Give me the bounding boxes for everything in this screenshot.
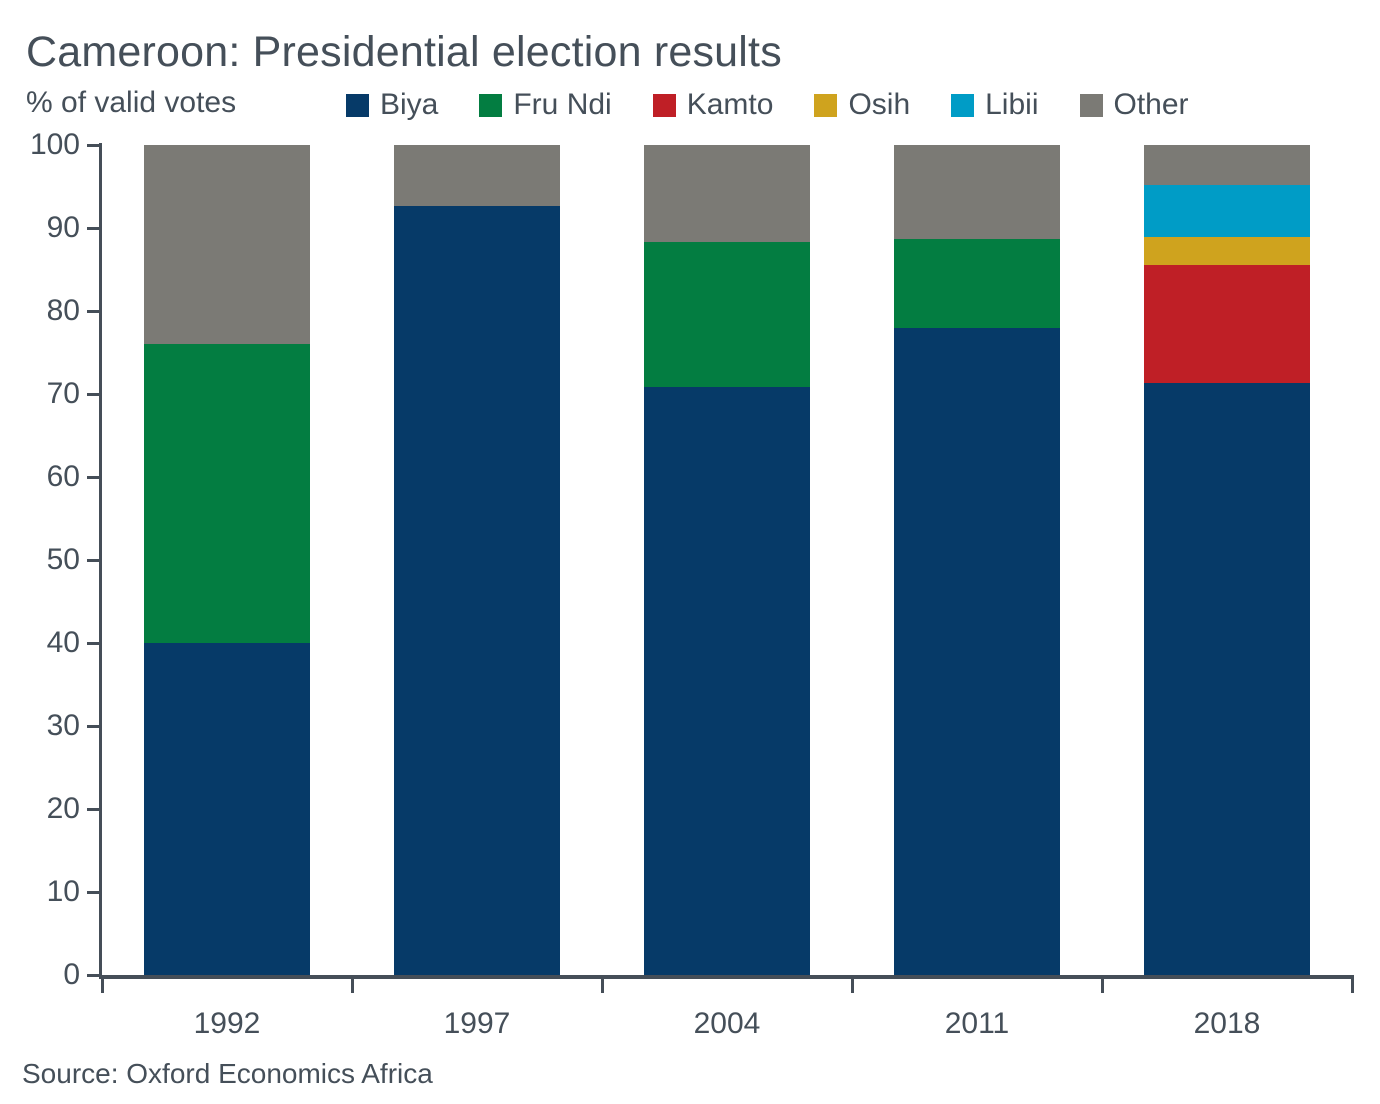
- legend-label-fru-ndi: Fru Ndi: [513, 88, 612, 121]
- legend-swatch-fru-ndi: [479, 93, 503, 117]
- legend-swatch-kamto: [652, 93, 676, 117]
- y-axis-label-20: 20: [46, 792, 80, 825]
- y-axis-tick-70: [87, 393, 102, 396]
- y-axis-tick-30: [87, 725, 102, 728]
- y-axis-tick-60: [87, 476, 102, 479]
- legend-swatch-osih: [814, 93, 838, 117]
- y-axis-label-80: 80: [46, 294, 80, 327]
- bar-2004-fru-ndi: [644, 242, 810, 387]
- y-axis-tick-0: [87, 974, 102, 977]
- legend-label-osih: Osih: [848, 88, 911, 121]
- y-axis-tick-80: [87, 310, 102, 313]
- chart-title: Cameroon: Presidential election results: [26, 28, 782, 76]
- legend-swatch-libii: [951, 93, 975, 117]
- x-axis-label-2004: 2004: [693, 1007, 761, 1040]
- y-axis-tick-100: [87, 144, 102, 147]
- y-axis-tick-90: [87, 227, 102, 230]
- x-axis-tick-2: [600, 975, 604, 993]
- bar-2011-biya: [894, 327, 1060, 975]
- legend-item-fru-ndi: Fru Ndi: [479, 88, 612, 121]
- legend-item-kamto: Kamto: [652, 88, 774, 121]
- x-axis-tick-1: [350, 975, 354, 993]
- y-axis-label-70: 70: [46, 377, 80, 410]
- legend-swatch-biya: [346, 93, 369, 117]
- y-axis-unit-label: % of valid votes: [26, 86, 237, 119]
- legend-label-kamto: Kamto: [686, 88, 774, 121]
- bar-1992-biya: [144, 643, 310, 975]
- bar-2011-fru-ndi: [894, 238, 1060, 328]
- y-axis-label-90: 90: [46, 211, 80, 244]
- x-axis-label-2018: 2018: [1193, 1007, 1261, 1040]
- y-axis-tick-40: [87, 642, 102, 645]
- y-axis-label-60: 60: [46, 460, 80, 493]
- bar-2018-libii: [1144, 184, 1310, 238]
- source-note: Source: Oxford Economics Africa: [22, 1058, 433, 1089]
- legend-item-other: Other: [1079, 88, 1189, 121]
- bar-2011-other: [894, 145, 1060, 239]
- y-axis-tick-50: [87, 559, 102, 562]
- y-axis-label-50: 50: [46, 543, 80, 576]
- y-axis-label-0: 0: [63, 958, 80, 991]
- legend-label-libii: Libii: [985, 88, 1039, 121]
- x-axis-tick-4: [1100, 975, 1104, 993]
- bar-2018-biya: [1144, 383, 1310, 975]
- bar-1992-other: [144, 145, 310, 345]
- bar-1997-biya: [394, 206, 560, 975]
- legend-item-libii: Libii: [951, 88, 1039, 121]
- bar-2004-biya: [644, 386, 810, 975]
- y-axis-tick-10: [87, 891, 102, 894]
- x-axis-line: [99, 975, 1354, 979]
- bar-1997-other: [394, 145, 560, 207]
- bar-2018-kamto: [1144, 265, 1310, 384]
- legend-swatch-other: [1079, 93, 1103, 117]
- y-axis-tick-20: [87, 808, 102, 811]
- y-axis-label-10: 10: [46, 875, 80, 908]
- legend-label-biya: Biya: [380, 88, 439, 121]
- x-axis-tick-0: [100, 975, 104, 993]
- y-axis-label-100: 100: [29, 128, 80, 161]
- bar-2004-other: [644, 145, 810, 243]
- x-axis-label-2011: 2011: [944, 1007, 1010, 1040]
- legend-label-other: Other: [1113, 88, 1189, 121]
- x-axis-tick-3: [850, 975, 854, 993]
- x-axis-label-1997: 1997: [443, 1007, 511, 1040]
- bar-2018-osih: [1144, 237, 1310, 266]
- bar-2018-other: [1144, 145, 1310, 185]
- x-axis-label-1992: 1992: [193, 1007, 261, 1040]
- y-axis-label-30: 30: [46, 709, 80, 742]
- y-axis-label-40: 40: [46, 626, 80, 659]
- x-axis-tick-5: [1350, 975, 1354, 993]
- chart-legend: Biya Fru Ndi Kamto Osih Libii Other: [346, 90, 1189, 120]
- bar-1992-fru-ndi: [144, 344, 310, 643]
- legend-item-osih: Osih: [814, 90, 910, 120]
- legend-item-biya: Biya: [346, 90, 438, 120]
